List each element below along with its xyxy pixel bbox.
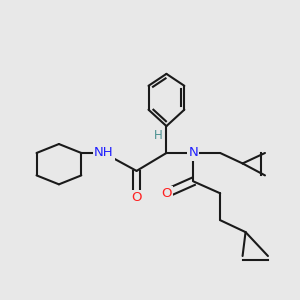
Text: O: O xyxy=(131,191,142,204)
Text: H: H xyxy=(154,129,163,142)
Text: O: O xyxy=(161,187,172,200)
Text: N: N xyxy=(188,146,198,160)
Text: NH: NH xyxy=(94,146,113,160)
